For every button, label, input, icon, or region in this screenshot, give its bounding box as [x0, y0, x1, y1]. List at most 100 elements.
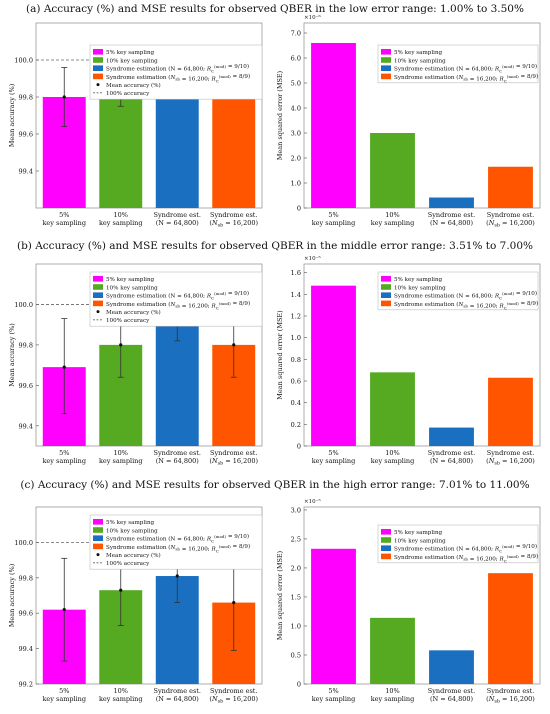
legend-text-part: = 8/9): [519, 553, 538, 560]
legend-text-part: C: [211, 295, 214, 300]
bar: [429, 427, 474, 446]
legend-text-part: N: [457, 555, 464, 561]
legend-text-part: sb: [463, 557, 468, 562]
x-tick-label-part: = 16,200): [223, 457, 258, 465]
legend-box: [89, 514, 263, 570]
legend-swatch: [93, 284, 103, 290]
y-tick-label: 1.0: [291, 180, 301, 188]
legend-text-part: = 9/10): [226, 63, 249, 70]
x-tick-label-part: N: [488, 695, 495, 703]
legend-label: 10% key sampling: [106, 285, 158, 291]
x-tick-label-part: sb: [494, 223, 500, 229]
x-tick-label: Syndrome est.: [487, 449, 534, 457]
x-tick-label-part: = 16,200): [223, 695, 258, 703]
axis-multiplier: ×10⁻⁶: [304, 14, 322, 21]
legend-label: Mean accuracy (%): [106, 309, 161, 316]
legend-text-part: N: [169, 545, 176, 551]
legend-label: Mean accuracy (%): [106, 82, 161, 89]
legend-box: [89, 271, 263, 327]
legend-text-part: = 8/9): [519, 300, 538, 307]
x-tick-label: (Nsb = 16,200): [486, 457, 535, 467]
legend-text-part: Syndrome estimation (: [394, 554, 458, 561]
y-tick-label: 1.6: [291, 269, 301, 277]
legend-text-part: = 16,200;: [180, 304, 211, 310]
x-tick-label: 5%: [328, 211, 338, 219]
x-tick-label: 5%: [328, 687, 338, 695]
y-tick-label: 3.0: [291, 506, 301, 514]
legend-text-part: C: [216, 548, 219, 553]
legend-swatch: [381, 284, 391, 290]
y-tick-label: 6.0: [291, 55, 301, 63]
legend-text-part: = 8/9): [231, 543, 250, 550]
legend-label: 100% accuracy: [106, 318, 150, 324]
x-tick-label: Syndrome est.: [210, 211, 257, 219]
bar: [311, 548, 356, 684]
y-tick-label: 7.0: [291, 30, 301, 38]
x-tick-label: Syndrome est.: [210, 687, 257, 695]
legend-text-part: Syndrome estimation (: [106, 301, 170, 308]
y-tick-label: 5.0: [291, 80, 301, 88]
legend-text-part: (mod): [507, 301, 519, 306]
legend-text-part: Mean accuracy (%): [106, 82, 161, 89]
y-tick-label: 99.4: [19, 645, 33, 653]
legend-text-part: C: [211, 68, 214, 73]
legend-swatch: [93, 519, 103, 525]
x-tick-label: (N = 64,800): [430, 219, 474, 227]
axis-multiplier: ×10⁻⁵: [304, 498, 321, 505]
legend-text-part: C: [499, 295, 502, 300]
x-tick-label: key sampling: [99, 457, 143, 465]
legend-text-part: 5% key sampling: [394, 277, 443, 283]
panel-c-caption: (c) Accuracy (%) and MSE results for obs…: [20, 479, 530, 491]
legend-text-part: C: [499, 68, 502, 73]
legend-swatch: [93, 49, 103, 55]
legend-label: Syndrome estimation (Nsb = 16,200; RC(mo…: [106, 73, 250, 84]
x-tick-label-part: (: [486, 695, 489, 703]
plot-frame: [35, 506, 263, 685]
x-tick-label: 5%: [59, 687, 69, 695]
legend-box: [377, 271, 539, 311]
legend-text-part: = 9/10): [226, 290, 249, 297]
legend-label: Syndrome estimation (N = 64,800; RC(mod)…: [106, 290, 249, 301]
y-tick-label: 99.6: [19, 382, 33, 390]
y-tick-label: 99.8: [19, 341, 33, 349]
mean-accuracy-point: [62, 95, 66, 99]
legend-label: 10% key sampling: [394, 285, 446, 291]
chart-4: 0 0.2 0.4 0.6 0.8 1.0 1.2 1.4 1.6×10⁻⁵ Mean squar…: [276, 255, 541, 467]
x-tick-label-part: N: [488, 457, 495, 465]
x-tick-label: (N = 64,800): [156, 219, 200, 227]
legend-swatch: [93, 73, 103, 80]
y-tick-label: 0: [297, 681, 301, 689]
y-tick-label: 99.6: [19, 131, 33, 139]
bar: [370, 617, 415, 684]
y-tick-label: 99.6: [19, 610, 33, 618]
y-tick-label: 100.0: [14, 57, 33, 65]
legend-text-part: 10% key sampling: [106, 285, 158, 291]
legend-box: [89, 44, 263, 100]
legend-text-part: R: [210, 77, 215, 83]
mean-accuracy-point: [232, 600, 236, 605]
legend-text-part: C: [216, 78, 219, 83]
mean-accuracy-point: [175, 574, 179, 578]
bar: [370, 372, 415, 446]
mean-accuracy-point: [62, 365, 66, 369]
y-tick-label: 0.6: [291, 378, 301, 386]
legend-text-part: = 16,200;: [180, 547, 211, 553]
y-tick-label: 99.8: [19, 574, 33, 582]
legend-text-part: 100% accuracy: [106, 561, 150, 567]
legend-text-part: R: [498, 77, 503, 83]
legend-text-part: (mod): [214, 534, 226, 539]
legend-label: 5% key sampling: [394, 530, 443, 536]
legend-text-part: R: [498, 304, 503, 310]
legend-text-part: 5% key sampling: [394, 530, 443, 536]
legend-text-part: Mean accuracy (%): [106, 552, 161, 559]
x-tick-label: key sampling: [99, 219, 143, 227]
bar: [311, 285, 356, 446]
legend-text-part: Syndrome estimation (: [394, 74, 458, 81]
y-tick-label: 1.5: [291, 593, 301, 601]
x-tick-label: key sampling: [371, 695, 415, 703]
legend-label: Syndrome estimation (Nsb = 16,200; RC(mo…: [106, 300, 250, 311]
chart-2: 0 1.0 2.0 3.0 4.0 5.0 6.0 7.0 ×10⁻⁶ Mean squared …: [276, 14, 541, 229]
legend-swatch: [93, 276, 103, 282]
